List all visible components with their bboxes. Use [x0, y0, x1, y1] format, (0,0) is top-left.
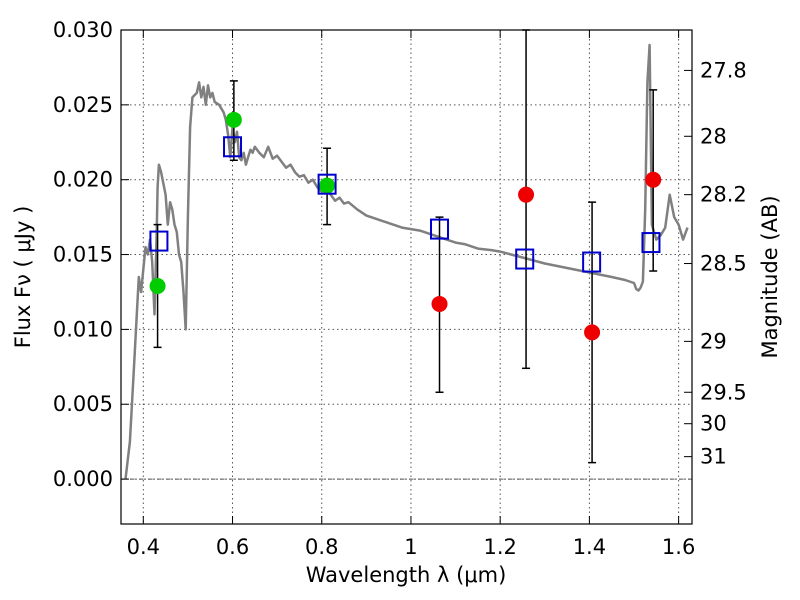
model-photometry-square	[317, 173, 337, 195]
y2-tick-label: 28.5	[700, 252, 747, 276]
model-spectrum	[124, 43, 689, 480]
y-tick-label: 0.015	[53, 243, 113, 267]
y-tick-label: 0.010	[53, 317, 113, 341]
model-photometry-square	[515, 248, 535, 270]
x-axis-label: Wavelength λ (μm)	[306, 563, 507, 587]
x-tick-label: 0.8	[305, 535, 338, 559]
data-point-observed_red	[645, 171, 662, 188]
y2-tick-label: 28.2	[700, 183, 747, 207]
y-tick-label: 0.000	[53, 467, 113, 491]
y2-tick-label: 31	[700, 445, 727, 469]
x-tick-label: 1.4	[573, 535, 606, 559]
y2-tick-label: 29.5	[700, 380, 747, 404]
plot-frame	[120, 29, 693, 525]
data-point-observed_green	[319, 177, 336, 194]
y2-axis-label: Magnitude (AB)	[758, 195, 782, 358]
model-photometry-square	[641, 232, 661, 254]
x-tick-label: 1.2	[483, 535, 516, 559]
y-tick-label: 0.005	[53, 392, 113, 416]
y-tick-label: 0.020	[53, 168, 113, 192]
model-spectrum-line	[124, 43, 689, 480]
x-tick-label: 0.4	[127, 535, 160, 559]
data-markers	[149, 111, 662, 341]
y-tick-label: 0.025	[53, 93, 113, 117]
data-point-observed_green	[149, 277, 166, 294]
data-point-observed_red	[518, 186, 535, 203]
model-photometry-square	[430, 218, 450, 240]
y2-tick-label: 30	[700, 412, 727, 436]
y-axis-label: Flux Fν ( μJy )	[11, 206, 35, 349]
data-point-observed_red	[584, 324, 601, 341]
axes	[120, 29, 693, 525]
y2-tick-label: 28	[700, 124, 727, 148]
y2-tick-label: 27.8	[700, 58, 747, 82]
ticks: 0.4 0.6 0.8 1 1.2 1.4 1.6 0.000 0.005 0.010 0.015 0…	[53, 18, 747, 559]
x-tick-label: 1	[404, 535, 417, 559]
error-bars	[153, 29, 658, 464]
data-point-observed_green	[225, 111, 242, 128]
y-tick-label: 0.030	[53, 18, 113, 42]
y2-tick-label: 29	[700, 329, 727, 353]
model-photometry-square	[149, 230, 169, 252]
x-tick-label: 1.6	[662, 535, 695, 559]
model-photometry-square	[582, 251, 602, 273]
model-photometry-square	[223, 136, 243, 158]
x-tick-label: 0.6	[216, 535, 249, 559]
data-point-observed_red	[431, 295, 448, 312]
